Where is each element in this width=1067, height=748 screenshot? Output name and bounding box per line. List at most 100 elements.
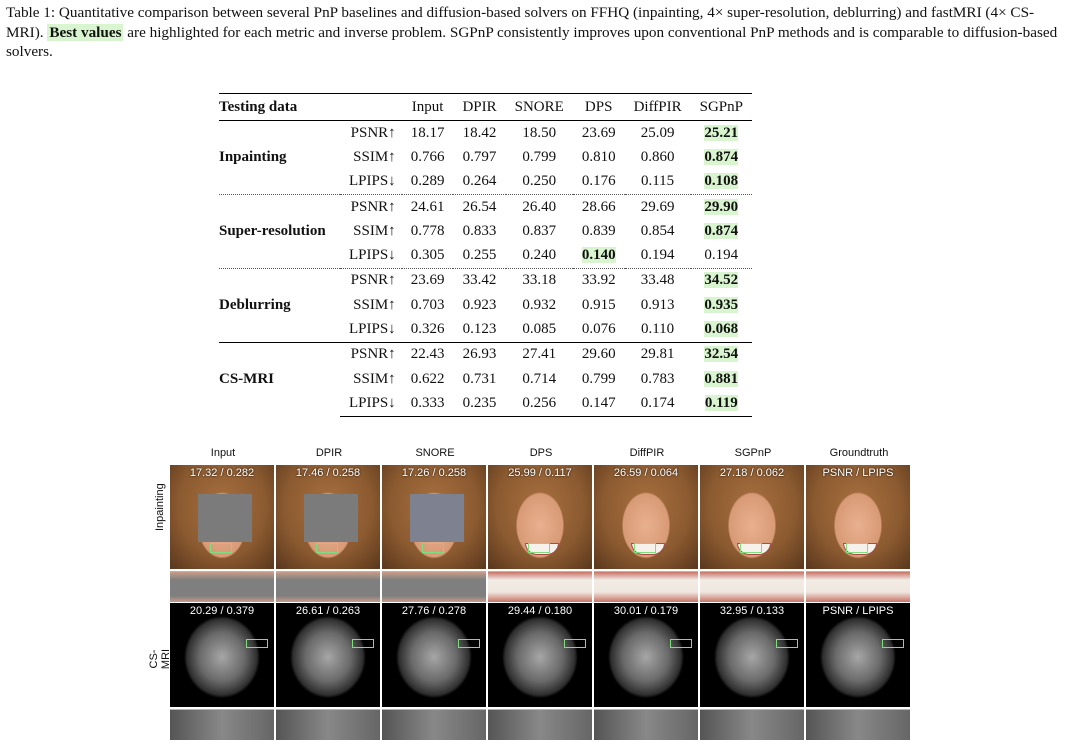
metric-label: LPIPS↓ [349,247,396,264]
table-row: Inpainting PSNR↑ 18.17 18.42 18.50 23.69 25.09… [219,121,752,165]
face-zoom-crop [594,571,698,602]
table-row: SSIM↑ 0.766 0.797 0.799 0.810 0.860 0.874 [219,145,752,169]
best-value: 34.52 [704,272,739,289]
cell-value: 0.923 [462,296,497,313]
zoom-box [528,543,550,553]
table-cell: 0.854 [625,219,691,243]
cell-value: 25.09 [640,124,675,141]
best-value: 0.874 [704,222,739,239]
table-cell: 0.108 [691,170,752,195]
cell-value: 27.41 [522,346,557,363]
table-cell: 0.289 [402,170,454,195]
table-cell: 33.92 [572,267,625,294]
inpainting-mask [304,494,358,542]
face-zoom-crop [382,571,486,602]
table-cell: 0.305 [402,243,454,268]
table-cell: 33.48 [624,267,691,294]
best-value: 0.108 [704,173,739,190]
table-cell: 29.81 [624,341,691,367]
table-cell: 0.833 [453,219,505,243]
metric-label: SSIM↑ [353,296,396,313]
header-snore: SNORE [505,93,573,121]
face-zoom-crop [276,571,380,602]
table-cell: 0.799 [573,367,625,391]
mri-zoom-crop [700,709,804,740]
zoom-box [776,639,798,648]
table-cell: 0.881 [691,367,752,391]
face-zoom-crop [700,571,804,602]
cell-value: 0.810 [581,148,616,165]
table-header-row: Testing data Input DPIR SNORE DPS DiffPI… [219,93,752,121]
cell-value: 0.076 [581,321,616,338]
table-row: LPIPS↓ 0.305 0.255 0.240 0.140 0.194 0.194 [219,243,752,268]
table-cell: 0.839 [573,219,625,243]
column-heading: SNORE [415,447,455,459]
table-row: Deblurring PSNR↑ 23.69 33.42 33.18 33.92 33.48… [219,267,752,343]
cell-value: 0.797 [462,148,497,165]
best-value: 29.90 [704,198,739,215]
table-cell: 0.123 [453,317,505,342]
task-label: Super-resolution [219,193,340,269]
cell-value: 33.18 [522,272,557,289]
cell-value: 24.61 [410,198,445,215]
table-row: LPIPS↓ 0.289 0.264 0.250 0.176 0.115 0.108 [219,170,752,195]
column-heading: Groundtruth [829,447,889,459]
mri-image: 20.29 / 0.379 [170,603,274,707]
table-cell: 0.255 [453,243,505,268]
table-cell: 0.932 [506,293,573,317]
cell-value: 0.333 [410,394,445,411]
cell-value: 0.235 [462,394,497,411]
metric-label: PSNR↑ [340,267,402,294]
table-body: Inpainting PSNR↑ 18.17 18.42 18.50 23.69 25.09… [219,121,752,417]
zoom-box [458,639,480,648]
table-row: LPIPS↓ 0.333 0.235 0.256 0.147 0.174 0.119 [219,391,752,417]
mri-zoom-crop [488,709,592,740]
table-cell: 22.43 [401,341,454,367]
table-cell: 0.915 [573,293,625,317]
table-cell: 29.60 [572,341,625,367]
zoom-box [882,639,904,648]
cell-value: 33.92 [581,272,616,289]
table-cell: 24.61 [401,193,454,220]
face-image: 17.26 / 0.258 [382,465,486,569]
header-diffpir: DiffPIR [624,93,691,121]
table-cell: 0.703 [402,293,454,317]
zoom-box [740,543,762,553]
caption-suffix: are highlighted for each metric and inve… [6,23,1058,61]
cell-value: 0.256 [522,394,557,411]
cell-value: 0.932 [522,296,557,313]
table-cell: 0.140 [573,243,625,268]
table-cell: 0.799 [506,145,573,169]
face-image: 27.18 / 0.062 [700,465,804,569]
cell-value: 0.766 [410,148,445,165]
table-cell: 0.837 [506,219,573,243]
cell-value: 0.305 [410,247,445,264]
cell-value: 0.854 [640,222,675,239]
table-cell: 29.69 [624,193,691,220]
table-cell: 18.17 [402,121,454,146]
table-cell: 0.874 [691,145,752,169]
best-value: 0.881 [704,370,739,387]
column-heading: DiffPIR [629,447,665,459]
cell-value: 33.42 [462,272,497,289]
face-zoom-crop [170,571,274,602]
cell-value: 0.837 [522,222,557,239]
face-image: 26.59 / 0.064 [594,465,698,569]
cell-value: 0.194 [640,247,675,264]
metric-label: LPIPS↓ [349,321,396,338]
cell-value: 29.81 [640,346,675,363]
cell-value: 0.913 [640,296,675,313]
cell-value: 0.622 [410,370,445,387]
score-label: 17.46 / 0.258 [295,467,361,479]
table-cell: 33.42 [453,267,506,294]
table-cell: 23.69 [573,121,625,146]
cell-value: 0.703 [410,296,445,313]
mri-zoom-crop [170,709,274,740]
metric-label: PSNR↑ [340,341,402,367]
mri-image: PSNR / LPIPS [806,603,910,707]
task-label: CS-MRI [219,341,340,417]
cell-value: 23.69 [410,272,445,289]
table-cell: 26.40 [505,193,573,220]
table-cell: 0.235 [453,391,506,417]
table-row: SSIM↑ 0.703 0.923 0.932 0.915 0.913 0.935 [219,293,752,317]
